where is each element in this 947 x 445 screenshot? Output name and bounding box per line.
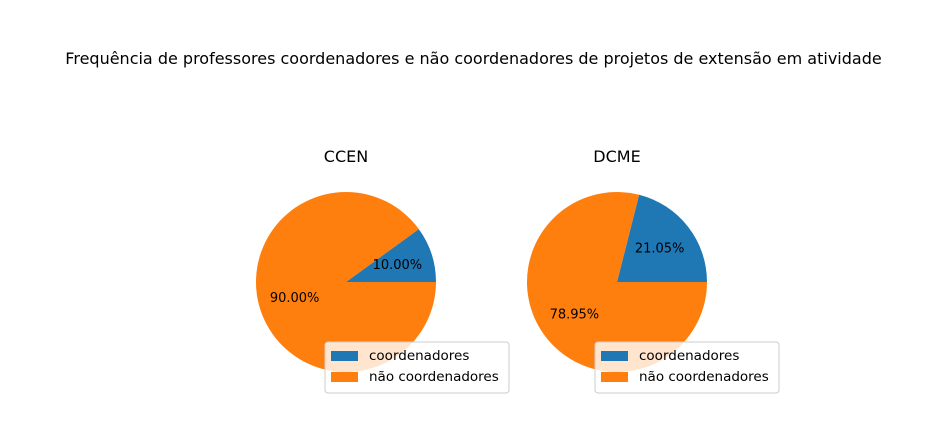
pie-chart-dcme: DCME 21.05% 78.95% coordenadores não coord… (527, 147, 779, 393)
pie-value-label-ccen-nao-coordenadores: 90.00% (270, 291, 320, 306)
legend-swatch-dcme-nao-coordenadores (601, 372, 628, 382)
legend-swatch-ccen-coordenadores (331, 351, 358, 361)
legend-ccen: coordenadores não coordenadores (325, 342, 509, 393)
legend-dcme: coordenadores não coordenadores (595, 342, 779, 393)
pie-value-label-dcme-coordenadores: 21.05% (635, 241, 685, 256)
legend-label-ccen-coordenadores: coordenadores (369, 348, 469, 364)
legend-label-ccen-nao-coordenadores: não coordenadores (369, 369, 499, 385)
legend-label-dcme-coordenadores: coordenadores (639, 348, 739, 364)
legend-swatch-ccen-nao-coordenadores (331, 372, 358, 382)
legend-swatch-dcme-coordenadores (601, 351, 628, 361)
chart-title-dcme: DCME (593, 147, 640, 166)
pie-value-label-dcme-nao-coordenadores: 78.95% (550, 308, 600, 323)
figure-suptitle: Frequência de professores coordenadores … (65, 49, 881, 68)
legend-label-dcme-nao-coordenadores: não coordenadores (639, 369, 769, 385)
chart-title-ccen: CCEN (324, 147, 368, 166)
pie-value-label-ccen-coordenadores: 10.00% (373, 258, 423, 273)
pie-chart-ccen: CCEN 10.00% 90.00% coordenadores não coord… (256, 147, 509, 393)
